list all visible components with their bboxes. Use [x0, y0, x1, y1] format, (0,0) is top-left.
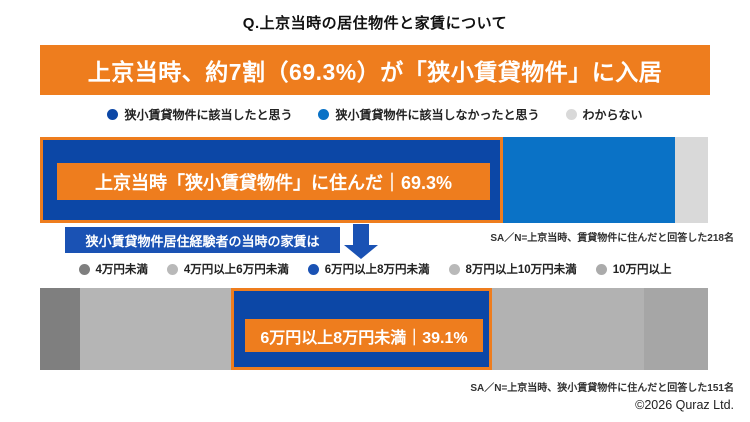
legend-dot-icon: [448, 263, 460, 275]
legend-label: 4万円以上6万円未満: [183, 264, 289, 276]
question-title: Q.上京当時の居住物件と家賃について: [242, 15, 508, 32]
bar-segment: [80, 288, 232, 370]
down-arrow-icon: [344, 245, 378, 259]
legend-dot-icon: [78, 263, 90, 275]
bar-segment: [40, 288, 81, 370]
legend-dot-icon: [318, 109, 330, 120]
legend-item: 10万円以上: [595, 261, 672, 277]
down-arrow-icon: [353, 224, 369, 245]
copyright: ©2026 Quraz Ltd.: [635, 398, 734, 412]
legend-dot-icon: [307, 263, 319, 275]
legend-item: 狭小賃貸物件に該当したと思う: [107, 106, 292, 123]
legend-item: 4万円以上6万円未満: [166, 261, 289, 277]
legend-rent-range: 4万円未満 4万円以上6万円未満 6万円以上8万円未満 8万円以上10万円未満 10万円…: [0, 261, 750, 277]
legend-item: 6万円以上8万円未満: [307, 261, 430, 277]
legend-label: 8万円以上10万円未満: [465, 264, 577, 276]
legend-label: 4万円未満: [95, 264, 148, 276]
legend-item: 狭小賃貸物件に該当しなかったと思う: [318, 106, 540, 123]
legend-dot-icon: [107, 109, 119, 120]
bar2-callout-label: 6万円以上8万円未満｜39.1%: [245, 319, 483, 352]
legend-label: 狭小賃貸物件に該当したと思う: [124, 108, 293, 122]
legend-property-type: 狭小賃貸物件に該当したと思う 狭小賃貸物件に該当しなかったと思う わからない: [0, 106, 750, 123]
legend-dot-icon: [166, 263, 178, 275]
bar-segment: [643, 288, 708, 370]
bar-segment: [492, 288, 644, 370]
legend-item: 8万円以上10万円未満: [448, 261, 577, 277]
bar2-sample-note: SA／N=上京当時、狭小賃貸物件に住んだと回答した151名: [470, 383, 734, 394]
bar-chart-rent-range: [40, 288, 708, 370]
bar1-sample-note: SA／N=上京当時、賃貸物件に住んだと回答した218名: [490, 233, 734, 244]
subquestion-box: 狭小賃貸物件居住経験者の当時の家賃は: [65, 227, 340, 253]
legend-label: わからない: [582, 108, 643, 122]
legend-dot-icon: [595, 263, 607, 275]
legend-item: 4万円未満: [78, 261, 148, 277]
legend-label: 狭小賃貸物件に該当しなかったと思う: [335, 108, 540, 122]
legend-dot-icon: [565, 109, 577, 120]
bar-segment: [502, 137, 675, 223]
headline-banner: 上京当時、約7割（69.3%）が「狭小賃貸物件」に入居: [40, 45, 710, 95]
legend-label: 10万円以上: [612, 264, 672, 276]
legend-label: 6万円以上8万円未満: [324, 264, 430, 276]
bar1-callout-label: 上京当時「狭小賃貸物件」に住んだ｜69.3%: [57, 163, 490, 200]
legend-item: わからない: [565, 106, 643, 123]
headline-text: 上京当時、約7割（69.3%）が「狭小賃貸物件」に入居: [87, 59, 663, 85]
bar-segment: [674, 137, 708, 223]
